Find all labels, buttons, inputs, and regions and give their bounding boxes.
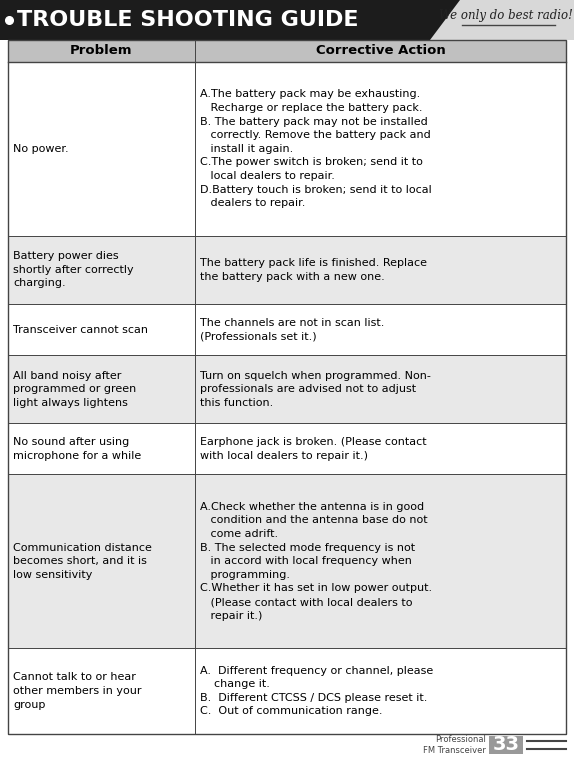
- Polygon shape: [0, 0, 460, 40]
- Text: The battery pack life is finished. Replace
the battery pack with a new one.: The battery pack life is finished. Repla…: [200, 258, 427, 282]
- Text: A.Check whether the antenna is in good
   condition and the antenna base do not
: A.Check whether the antenna is in good c…: [200, 502, 432, 620]
- Text: Battery power dies
shortly after correctly
charging.: Battery power dies shortly after correct…: [13, 251, 134, 288]
- FancyBboxPatch shape: [8, 40, 566, 62]
- Text: 33: 33: [492, 735, 519, 754]
- Text: Professional
FM Transceiver: Professional FM Transceiver: [423, 735, 486, 755]
- FancyBboxPatch shape: [8, 304, 566, 355]
- Text: TROUBLE SHOOTING GUIDE: TROUBLE SHOOTING GUIDE: [17, 10, 359, 30]
- FancyBboxPatch shape: [8, 62, 566, 235]
- FancyBboxPatch shape: [8, 475, 566, 648]
- FancyBboxPatch shape: [8, 424, 566, 475]
- FancyBboxPatch shape: [8, 648, 566, 734]
- Text: A.  Different frequency or channel, please
    change it.
B.  Different CTCSS / : A. Different frequency or channel, pleas…: [200, 665, 433, 716]
- Text: Earphone jack is broken. (Please contact
with local dealers to repair it.): Earphone jack is broken. (Please contact…: [200, 437, 426, 461]
- Text: Transceiver cannot scan: Transceiver cannot scan: [13, 325, 148, 335]
- FancyBboxPatch shape: [8, 235, 566, 304]
- FancyBboxPatch shape: [489, 736, 523, 754]
- Text: A.The battery pack may be exhausting.
   Recharge or replace the battery pack.
B: A.The battery pack may be exhausting. Re…: [200, 89, 432, 208]
- Text: No power.: No power.: [13, 144, 69, 154]
- Text: No sound after using
microphone for a while: No sound after using microphone for a wh…: [13, 437, 141, 461]
- Text: The channels are not in scan list.
(Professionals set it.): The channels are not in scan list. (Prof…: [200, 318, 385, 341]
- Text: Cannot talk to or hear
other members in your
group: Cannot talk to or hear other members in …: [13, 672, 142, 709]
- Text: All band noisy after
programmed or green
light always lightens: All band noisy after programmed or green…: [13, 370, 136, 408]
- Text: We only do best radio!: We only do best radio!: [439, 8, 573, 21]
- FancyBboxPatch shape: [8, 355, 566, 424]
- Text: Problem: Problem: [70, 44, 133, 57]
- Text: Turn on squelch when programmed. Non-
professionals are advised not to adjust
th: Turn on squelch when programmed. Non- pr…: [200, 370, 431, 408]
- Text: Communication distance
becomes short, and it is
low sensitivity: Communication distance becomes short, an…: [13, 543, 152, 580]
- Text: Corrective Action: Corrective Action: [316, 44, 445, 57]
- FancyBboxPatch shape: [430, 0, 574, 40]
